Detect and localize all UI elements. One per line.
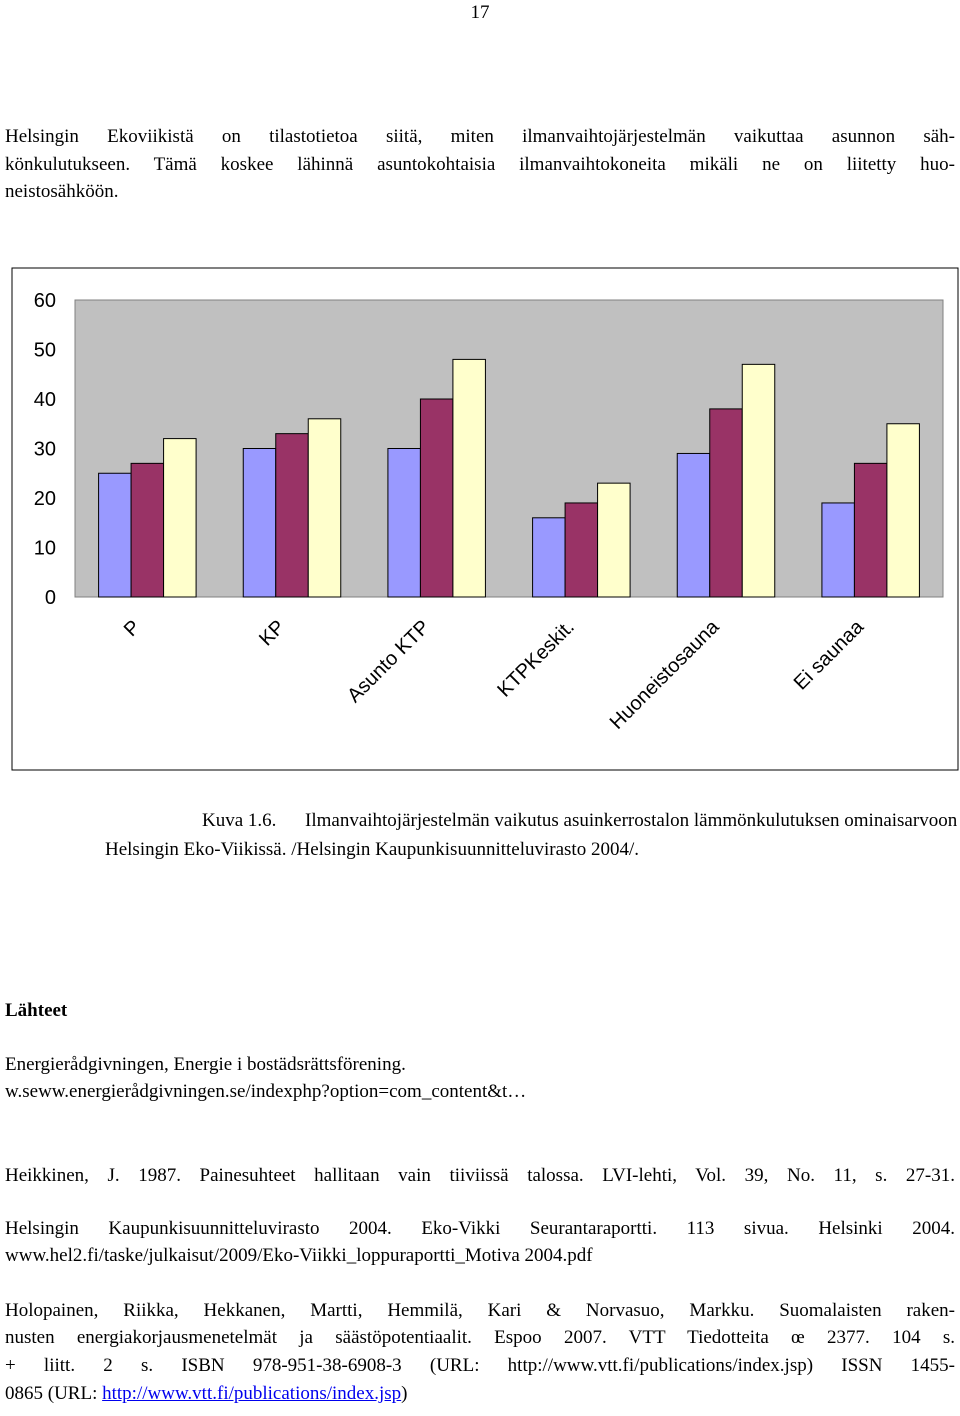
bar: [886, 423, 920, 598]
bar: [741, 363, 776, 598]
y-tick-label: 20: [34, 488, 56, 510]
caption-label: Kuva 1.6.: [202, 810, 277, 831]
bar: [387, 448, 421, 598]
references-heading: Lähteet: [5, 1000, 68, 1021]
reference-line: nusten energiakorjausmenetelmät ja sääst…: [5, 1327, 955, 1348]
reference-text: ): [401, 1383, 408, 1404]
reference-line: Holopainen, Riikka, Hekkanen, Martti, He…: [5, 1300, 955, 1321]
bar: [275, 433, 309, 598]
reference-line: www.hel2.fi/taske/julkaisut/2009/Eko-Vii…: [5, 1245, 593, 1266]
bar: [676, 452, 711, 598]
bar: [564, 502, 599, 598]
reference-link[interactable]: http://www.vtt.fi/publications/index.jsp: [102, 1383, 402, 1404]
reference-text: 0865 (URL:: [5, 1383, 103, 1404]
bar: [709, 408, 743, 598]
y-tick-label: 10: [34, 538, 56, 560]
y-tick-label: 30: [34, 439, 56, 461]
bar: [452, 358, 486, 598]
y-tick-label: 60: [34, 290, 56, 312]
reference-line: Heikkinen, J. 1987. Painesuhteet hallita…: [5, 1165, 955, 1186]
page-number: 17: [470, 2, 490, 23]
bar: [307, 418, 342, 598]
bar: [242, 448, 277, 598]
bar: [98, 472, 132, 598]
y-tick-label: 0: [45, 587, 56, 609]
reference-line: Helsingin Kaupunkisuunnitteluvirasto 200…: [5, 1218, 955, 1239]
caption-line: Helsingin Eko-Viikissä. /Helsingin Kaupu…: [105, 839, 639, 860]
paragraph-line: könkulutukseen. Tämä koskee lähinnä asun…: [5, 154, 955, 175]
bar: [419, 398, 454, 598]
caption-line: Ilmanvaihtojärjestelmän vaikutus asuinke…: [305, 810, 958, 831]
paragraph-line: neistosähköön.: [5, 181, 119, 202]
bar: [532, 517, 566, 598]
y-tick-label: 40: [34, 389, 56, 411]
bar: [163, 438, 197, 598]
reference-line: Energierådgivningen, Energie i bostädsrä…: [5, 1054, 406, 1075]
reference-line: + liitt. 2 s. ISBN 978-951-38-6908-3 (UR…: [5, 1355, 955, 1376]
bar: [821, 502, 855, 598]
reference-line: w.seww.energierådgivningen.se/indexphp?o…: [5, 1081, 527, 1102]
plot-area: [74, 299, 944, 598]
bar: [130, 462, 165, 598]
reference-line: 0865 (URL: http://www.vtt.fi/publication…: [5, 1383, 955, 1405]
bar: [597, 482, 631, 598]
bar: [853, 462, 888, 598]
paragraph-line: Helsingin Ekoviikistä on tilastotietoa s…: [5, 126, 955, 147]
y-tick-label: 50: [34, 340, 56, 362]
